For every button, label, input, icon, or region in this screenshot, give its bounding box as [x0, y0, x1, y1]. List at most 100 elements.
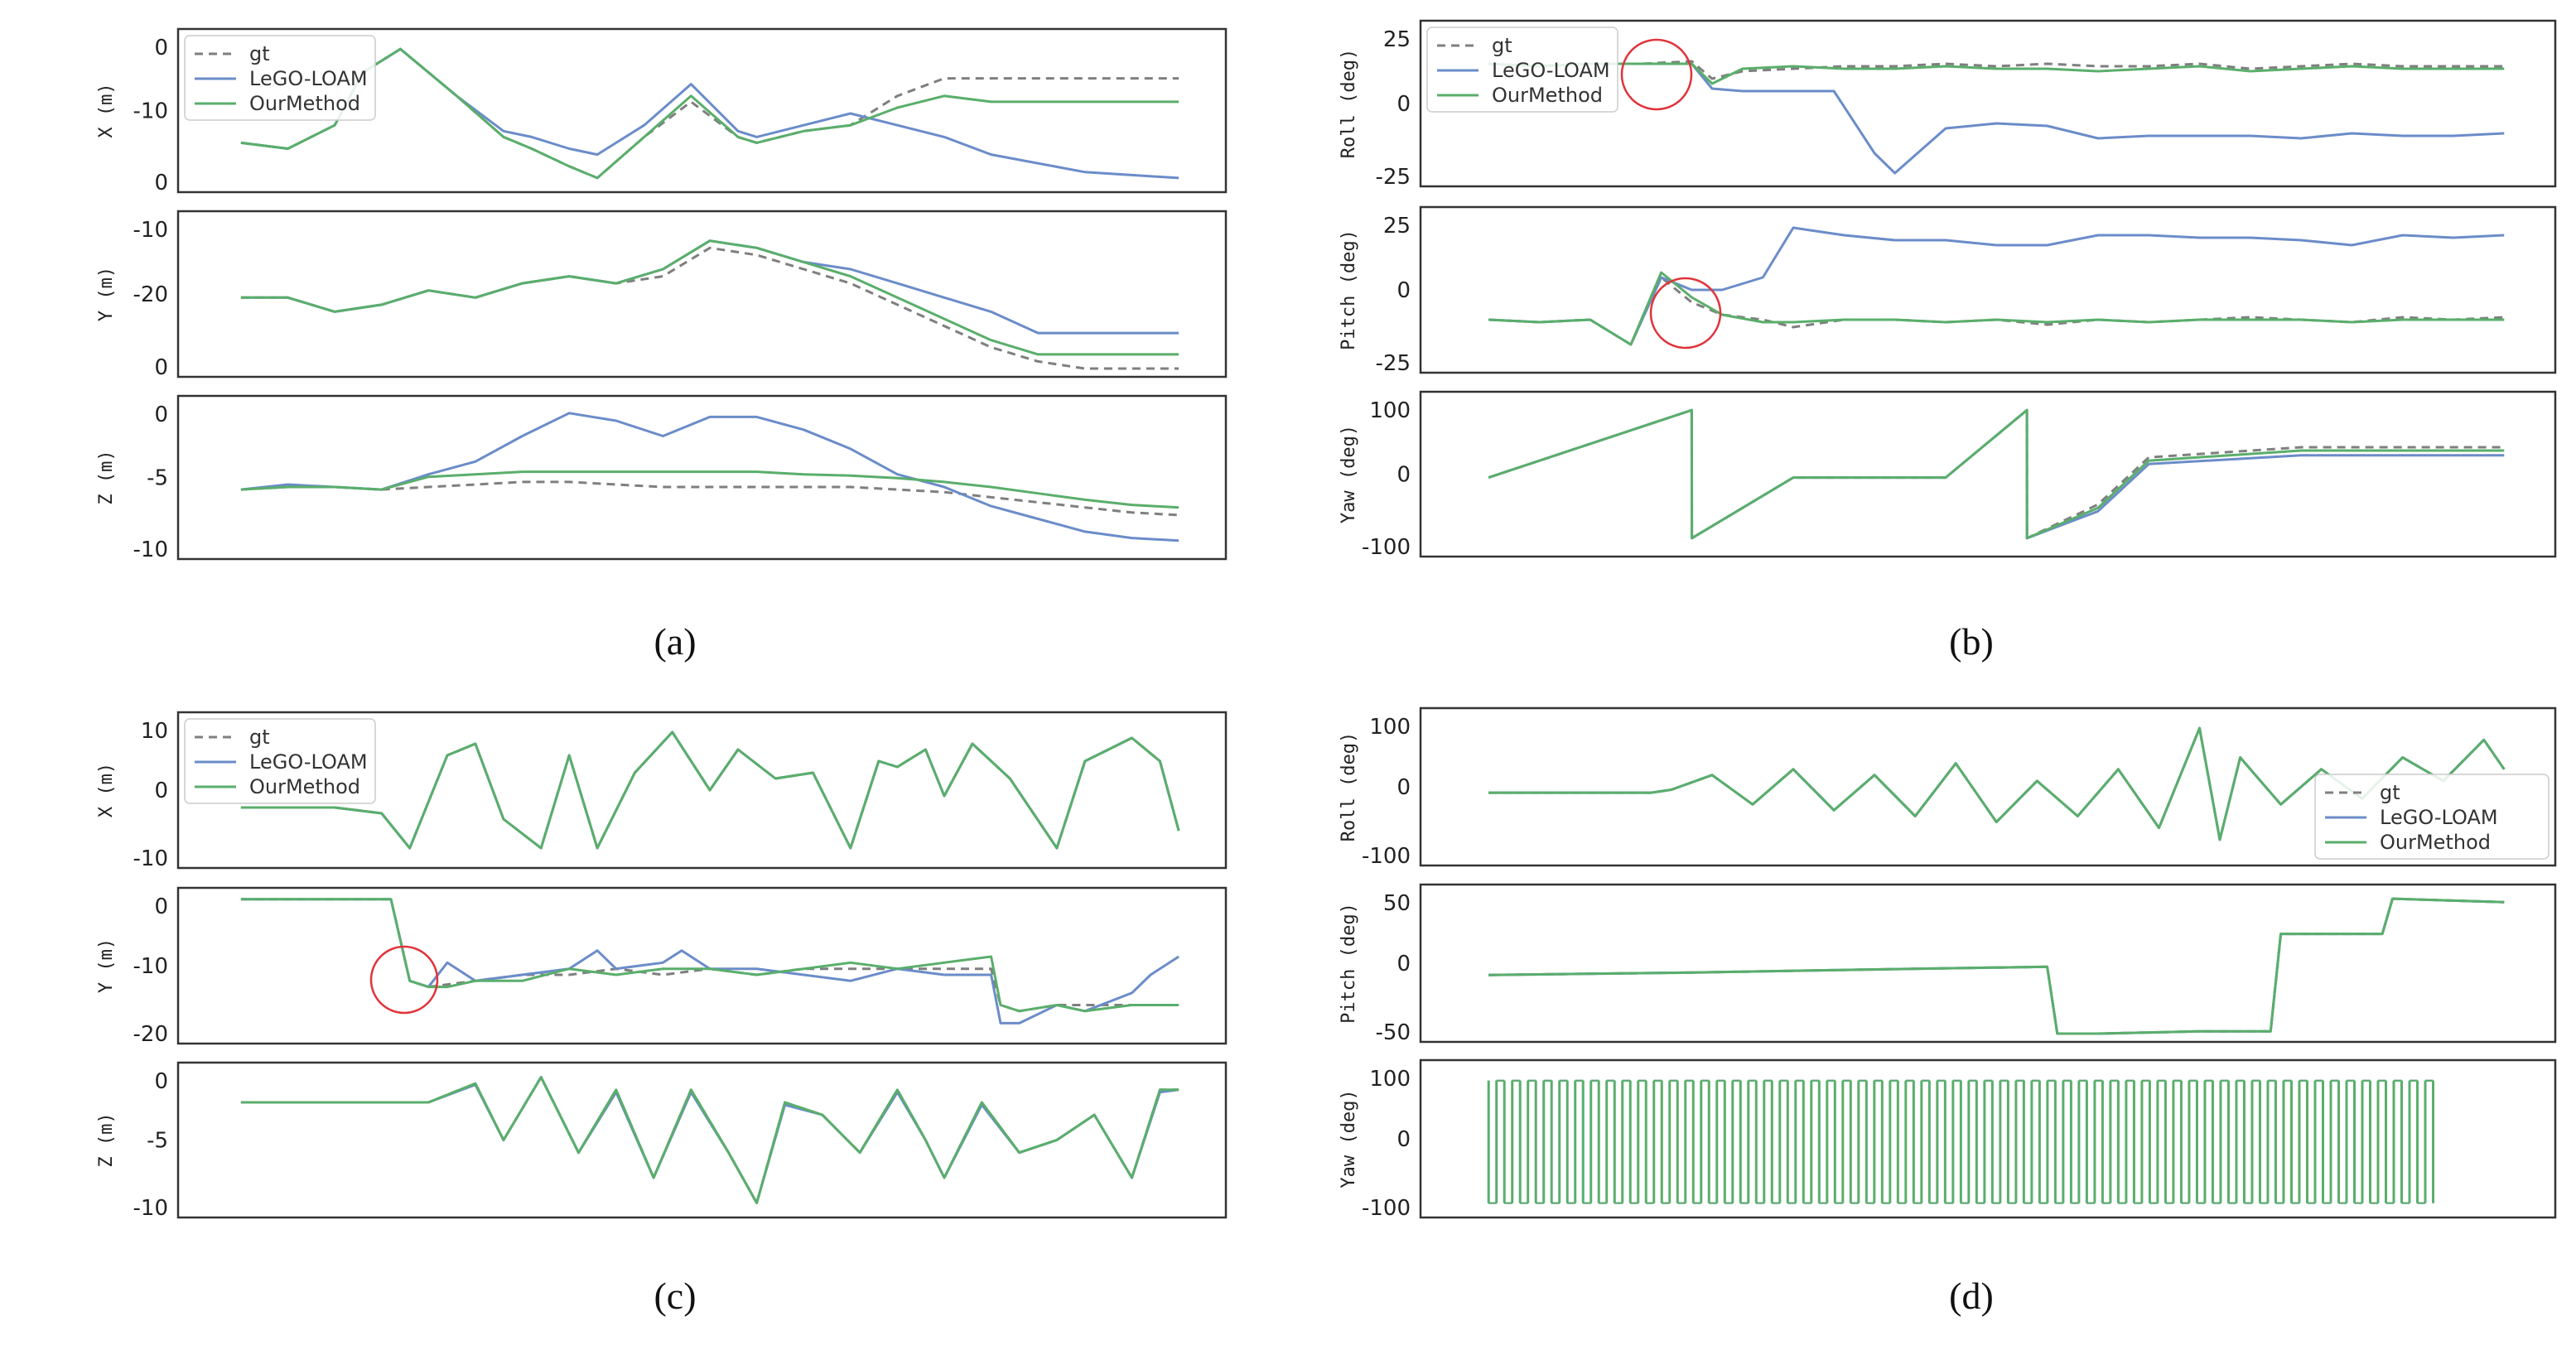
axes-frame — [1419, 205, 2557, 374]
y-tick-label: -10 — [133, 1196, 168, 1221]
series-line — [1488, 62, 2505, 85]
legend-entry: OurMethod — [2380, 831, 2491, 854]
y-tick-label: -10 — [133, 538, 168, 562]
y-tick-label: 0 — [154, 894, 168, 919]
axes-frame — [176, 1061, 1228, 1219]
subplot-b-2: 25 0 -25 Pitch (deg) — [1339, 205, 2557, 376]
axes-frame — [1419, 883, 2557, 1044]
y-tick-label: 100 — [1369, 398, 1411, 423]
legend-entry: OurMethod — [1492, 84, 1603, 107]
legend-entry: gt — [1492, 34, 1512, 57]
y-tick-label: 0 — [154, 779, 168, 803]
y-tick-label: -50 — [1376, 1020, 1411, 1045]
series-line — [1488, 276, 2505, 346]
y-tick-label: 0 — [154, 403, 168, 427]
series-line — [1487, 1079, 2435, 1204]
axes-frame — [176, 210, 1228, 378]
y-tick-label: -100 — [1362, 535, 1411, 560]
y-tick-label: 100 — [1369, 1067, 1411, 1092]
panel-caption: (d) — [1949, 1275, 1994, 1317]
series-line — [240, 898, 1179, 1025]
y-tick-label: -10 — [133, 846, 168, 871]
legend-entry: gt — [2380, 781, 2400, 804]
y-tick-label: 0 — [1397, 952, 1411, 976]
axes-frame — [1419, 1058, 2557, 1219]
series-line — [240, 1076, 1179, 1204]
series-line — [1488, 62, 2505, 175]
axes-frame — [176, 711, 1228, 870]
series-line — [240, 412, 1179, 542]
panel-caption: (a) — [654, 620, 696, 663]
y-axis-label: Pitch (deg) — [1339, 903, 1359, 1024]
y-axis-label: X (m) — [96, 763, 117, 817]
panel-caption: (c) — [654, 1275, 696, 1317]
y-tick-label: 0 — [154, 171, 168, 195]
subplot-a-2: -10 -20 0 Y (m) — [96, 210, 1228, 380]
y-tick-label: 0 — [154, 1069, 168, 1094]
series-line — [1488, 226, 2505, 346]
series-line — [240, 480, 1179, 517]
series-line — [240, 239, 1179, 356]
highlight-circle — [1649, 277, 1722, 350]
y-tick-label: -5 — [147, 1129, 168, 1154]
series-line — [1488, 897, 2505, 1035]
subplot-d-2: 50 0 -50 Pitch (deg) — [1339, 883, 2557, 1045]
series-line — [1488, 897, 2505, 1035]
axes-frame — [1419, 19, 2557, 188]
y-tick-label: 25 — [1383, 27, 1411, 52]
y-tick-label: 0 — [154, 36, 168, 60]
series-line — [1488, 408, 2505, 540]
axes-frame — [176, 886, 1228, 1045]
y-tick-label: -100 — [1362, 1196, 1411, 1221]
y-tick-label: 0 — [1397, 775, 1411, 800]
series-line — [240, 730, 1180, 850]
y-axis-label: Yaw (deg) — [1339, 425, 1359, 523]
legend-entry: LeGO-LOAM — [249, 750, 368, 774]
legend-box — [2314, 774, 2549, 860]
subplot-c-3: 0 -5 -10 Z (m) — [96, 1061, 1228, 1221]
legend-entry: LeGO-LOAM — [2380, 806, 2498, 829]
y-tick-label: 100 — [1369, 715, 1411, 740]
series-line — [240, 239, 1179, 335]
legend-entry: OurMethod — [249, 92, 360, 115]
axes-frame — [176, 394, 1228, 561]
series-line — [240, 1076, 1179, 1204]
y-tick-label: -5 — [147, 466, 168, 491]
y-tick-label: -25 — [1376, 351, 1411, 376]
y-tick-label: -25 — [1376, 165, 1411, 190]
y-tick-label: -10 — [133, 99, 168, 124]
y-axis-label: Pitch (deg) — [1339, 229, 1359, 350]
series-line — [1488, 408, 2505, 540]
y-tick-label: 0 — [1397, 92, 1411, 117]
axes-frame — [1419, 390, 2557, 558]
y-tick-label: -100 — [1362, 844, 1411, 869]
y-axis-label: Roll (deg) — [1339, 732, 1359, 841]
y-tick-label: -10 — [133, 218, 168, 243]
y-axis-label: Z (m) — [96, 1112, 117, 1167]
series-line — [240, 47, 1179, 180]
series-line — [1488, 897, 2505, 1035]
series-line — [240, 246, 1179, 370]
y-tick-label: 10 — [141, 719, 168, 744]
y-tick-label: 0 — [1397, 278, 1411, 303]
y-tick-label: 0 — [1397, 1127, 1411, 1152]
series-line — [240, 470, 1179, 509]
y-axis-label: X (m) — [96, 83, 117, 137]
highlight-circle — [1620, 38, 1693, 111]
y-axis-label: Yaw (deg) — [1339, 1089, 1359, 1188]
series-line — [1488, 60, 2505, 80]
legend-box — [1426, 27, 1618, 113]
legend-entry: gt — [249, 726, 270, 749]
y-axis-label: Y (m) — [96, 938, 117, 993]
y-tick-label: -20 — [133, 1022, 168, 1047]
